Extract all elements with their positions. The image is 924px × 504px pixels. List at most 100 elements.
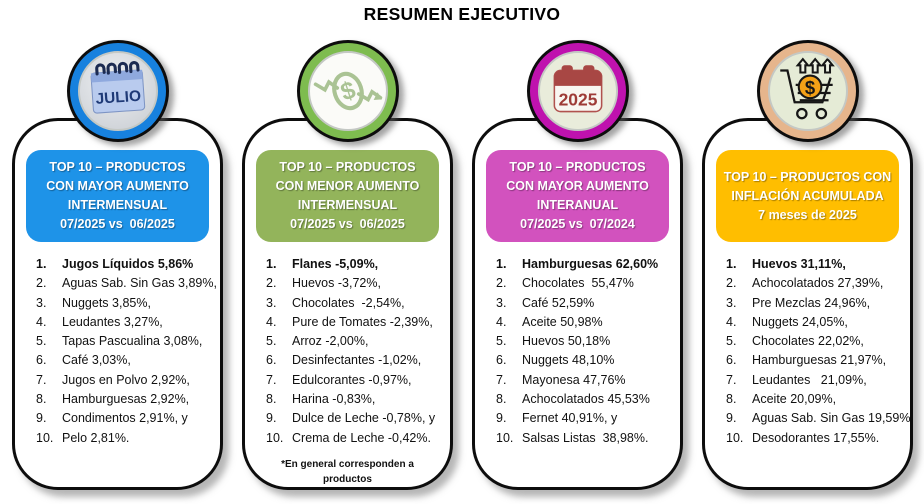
item-text: Pre Mezclas 24,96%, [752, 295, 871, 310]
list-item: 6. Desinfectantes -1,02%, [266, 351, 439, 370]
item-text: Aceite 50,98% [522, 314, 603, 329]
dollar-symbol: $ [804, 77, 815, 98]
item-rank: 6. [496, 353, 507, 368]
list-item: 10. Crema de Leche -0,42%. [266, 429, 439, 448]
list-item: 8. Achocolatados 45,53% [496, 390, 669, 409]
item-rank: 6. [266, 353, 277, 368]
item-text: Mayonesa 47,76% [522, 372, 626, 387]
item-text: Nuggets 48,10% [522, 353, 615, 368]
item-text: Hamburguesas 62,60% [522, 257, 659, 271]
list-item: 2. Chocolates 55,47% [496, 274, 669, 293]
item-text: Chocolates -2,54%, [292, 295, 405, 310]
item-text: Achocolatados 27,39%, [752, 276, 884, 291]
item-text: Chocolates 55,47% [522, 276, 634, 291]
item-text: Harina -0,83%, [292, 392, 376, 407]
item-text: Condimentos 2,91%, y [62, 411, 188, 426]
item-text: Hamburguesas 21,97%, [752, 353, 887, 368]
item-text: Fernet 40,91%, y [522, 411, 618, 426]
item-rank: 6. [726, 353, 737, 368]
list-item: 10. Pelo 2,81%. [36, 429, 209, 448]
card-menor-aumento-intermensual: TOP 10 – PRODUCTOS CON MENOR AUMENTO INT… [242, 118, 453, 490]
item-rank: 9. [726, 411, 737, 426]
item-text: Jugos Líquidos 5,86% [62, 257, 194, 271]
item-rank: 8. [496, 392, 507, 407]
list-item: 1. Flanes -5,09%, [266, 255, 439, 274]
item-rank: 10. [726, 430, 744, 445]
item-rank: 9. [266, 411, 277, 426]
footnote: *En general corresponden a productos fue… [256, 457, 439, 488]
falling-price-dollar-icon-inner: $ [307, 51, 388, 131]
header-line: TOP 10 – PRODUCTOS [509, 160, 646, 174]
item-rank: 1. [36, 257, 47, 271]
calendar-july-icon: JULIO [66, 40, 169, 142]
item-text: Huevos 50,18% [522, 334, 611, 349]
header-line: 07/2025 vs 06/2025 [290, 217, 405, 231]
item-rank: 3. [36, 295, 47, 310]
item-rank: 6. [36, 353, 47, 368]
item-rank: 3. [496, 295, 507, 310]
list-item: 4. Leudantes 3,27%, [36, 313, 209, 332]
product-list: 1. Huevos 31,11%, 2. Achocolatados 27,39%,… [716, 255, 910, 448]
header-line: CON MENOR AUMENTO [275, 179, 420, 193]
falling-price-dollar-icon: $ [296, 40, 399, 142]
footnote-line: *En general corresponden a productos [281, 458, 414, 485]
column-mayor-aumento-interanual: 2025 TOP 10 – PRODUCTOS CON MAYOR AUMENT… [472, 40, 683, 490]
item-text: Aceite 20,09%, [752, 392, 837, 407]
header-line: CON MAYOR AUMENTO [506, 179, 649, 193]
list-item: 1. Hamburguesas 62,60% [496, 255, 669, 274]
list-item: 9. Fernet 40,91%, y [496, 409, 669, 428]
cart-graphic: $ [779, 57, 835, 120]
list-item: 8. Hamburguesas 2,92%, [36, 390, 209, 409]
item-text: Nuggets 24,05%, [752, 314, 848, 329]
list-item: 9. Aguas Sab. Sin Gas 19,59%, y [726, 409, 910, 428]
item-text: Salsas Listas 38,98%. [522, 430, 649, 445]
item-rank: 8. [266, 392, 277, 407]
header-line: INTERANUAL [536, 198, 619, 212]
item-text: Flanes -5,09%, [292, 257, 379, 271]
header-line: INFLACIÓN ACUMULADA [731, 188, 884, 203]
header-line: INTERMENSUAL [67, 198, 168, 212]
item-rank: 9. [36, 411, 47, 426]
item-text: Pure de Tomates -2,39%, [292, 314, 433, 329]
list-item: 8. Aceite 20,09%, [726, 390, 899, 409]
dollar-zigzag-graphic: $ [313, 71, 382, 111]
list-item: 3. Pre Mezclas 24,96%, [726, 294, 899, 313]
footnote-line: fuera de temporada o en promoción. [256, 487, 439, 488]
item-rank: 1. [266, 257, 277, 271]
list-item: 5. Huevos 50,18% [496, 332, 669, 351]
item-rank: 1. [726, 257, 737, 271]
card-header: TOP 10 – PRODUCTOS CON MENOR AUMENTO INT… [256, 150, 439, 242]
item-text: Hamburguesas 2,92%, [62, 392, 190, 407]
list-item: 7. Edulcorantes -0,97%, [266, 371, 439, 390]
item-text: Huevos -3,72%, [292, 276, 381, 291]
list-item: 6. Nuggets 48,10% [496, 351, 669, 370]
item-rank: 7. [726, 372, 737, 387]
item-text: Dulce de Leche -0,78%, y [292, 411, 436, 426]
item-rank: 4. [496, 314, 507, 329]
product-list: 1. Hamburguesas 62,60% 2. Chocolates 55,47… [486, 255, 669, 448]
header-line: 07/2025 vs 06/2025 [60, 217, 175, 231]
item-rank: 4. [36, 314, 47, 329]
item-text: Leudantes 3,27%, [62, 314, 163, 329]
product-list: 1. Jugos Líquidos 5,86% 2. Aguas Sab. Sin … [26, 255, 217, 448]
item-rank: 3. [266, 295, 277, 310]
item-text: Crema de Leche -0,42%. [292, 430, 431, 445]
calendar-july-graphic: JULIO [90, 61, 145, 114]
list-item: 5. Tapas Pascualina 3,08%, [36, 332, 209, 351]
shopping-cart-inflation-icon: $ [756, 40, 859, 142]
list-item: 8. Harina -0,83%, [266, 390, 439, 409]
card-mayor-aumento-intermensual: TOP 10 – PRODUCTOS CON MAYOR AUMENTO INT… [12, 118, 223, 490]
calendar-2025-graphic: 2025 [553, 65, 602, 113]
item-rank: 10. [36, 430, 54, 445]
header-line: CON MAYOR AUMENTO [46, 179, 189, 193]
item-text: Pelo 2,81%. [62, 430, 130, 445]
column-mayor-aumento-intermensual: JULIO TOP 10 – PRODUCTOS CON MAYOR AUMEN… [12, 40, 223, 490]
item-text: Desodorantes 17,55%. [752, 430, 880, 445]
list-item: 4. Nuggets 24,05%, [726, 313, 899, 332]
column-menor-aumento-intermensual: $ TOP 10 – PRODUCTOS CON MENOR AUMENTO I… [242, 40, 453, 490]
item-text: Café 52,59% [522, 295, 595, 310]
item-rank: 8. [36, 392, 47, 407]
list-item: 2. Huevos -3,72%, [266, 274, 439, 293]
calendar-2025-icon-inner: 2025 [537, 51, 618, 131]
